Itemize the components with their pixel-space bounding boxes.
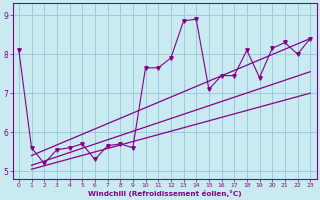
X-axis label: Windchill (Refroidissement éolien,°C): Windchill (Refroidissement éolien,°C)	[88, 190, 241, 197]
